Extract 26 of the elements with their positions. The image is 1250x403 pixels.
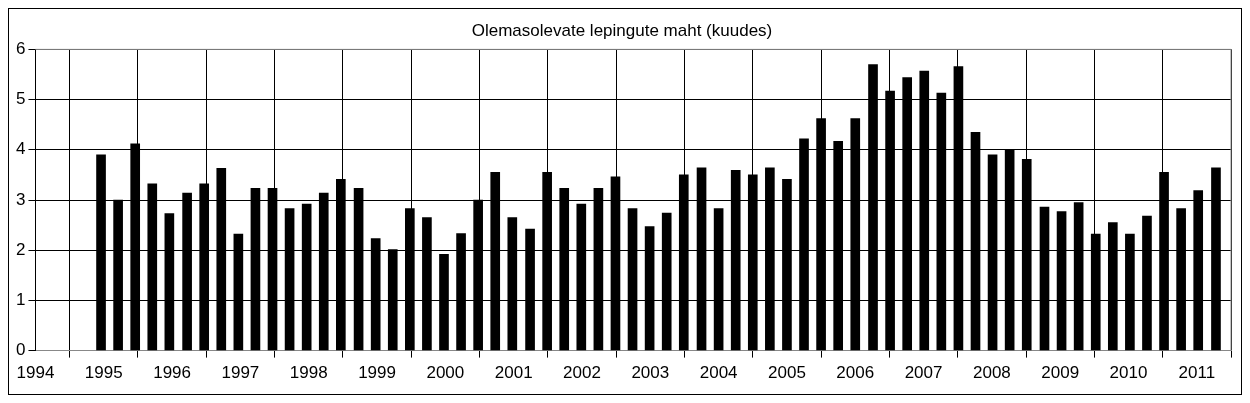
chart-title: Olemasolevate lepingute maht (kuudes) [471, 20, 773, 40]
x-tick-label: 2009 [1041, 363, 1080, 383]
x-tick-label: 2004 [699, 363, 738, 383]
y-tick-label: 2 [15, 239, 26, 259]
x-tick-label: 2010 [1109, 363, 1148, 383]
x-tick-label: 2006 [836, 363, 875, 383]
x-tick-label: 2002 [563, 363, 601, 383]
x-tick-label: 2008 [972, 363, 1011, 383]
x-tick-label: 1998 [289, 363, 328, 383]
y-tick-label: 4 [15, 139, 26, 159]
x-tick-label: 1994 [16, 363, 55, 383]
x-tick-label: 2003 [631, 363, 670, 383]
x-tick-label: 1999 [358, 363, 396, 383]
y-tick-label: 0 [15, 340, 26, 360]
y-tick-label: 1 [15, 290, 26, 310]
x-tick-label: 2001 [494, 363, 533, 383]
x-tick-label: 2005 [768, 363, 806, 383]
y-tick-label: 6 [15, 39, 26, 59]
x-tick-label: 2000 [426, 363, 465, 383]
y-tick-label: 3 [15, 189, 26, 209]
x-tick-label: 1995 [84, 363, 123, 383]
x-tick-label: 2011 [1178, 363, 1216, 383]
x-tick-label: 1997 [221, 363, 260, 383]
x-tick-label: 2007 [904, 363, 943, 383]
x-tick-label: 1996 [153, 363, 191, 383]
y-tick-label: 5 [15, 89, 26, 109]
